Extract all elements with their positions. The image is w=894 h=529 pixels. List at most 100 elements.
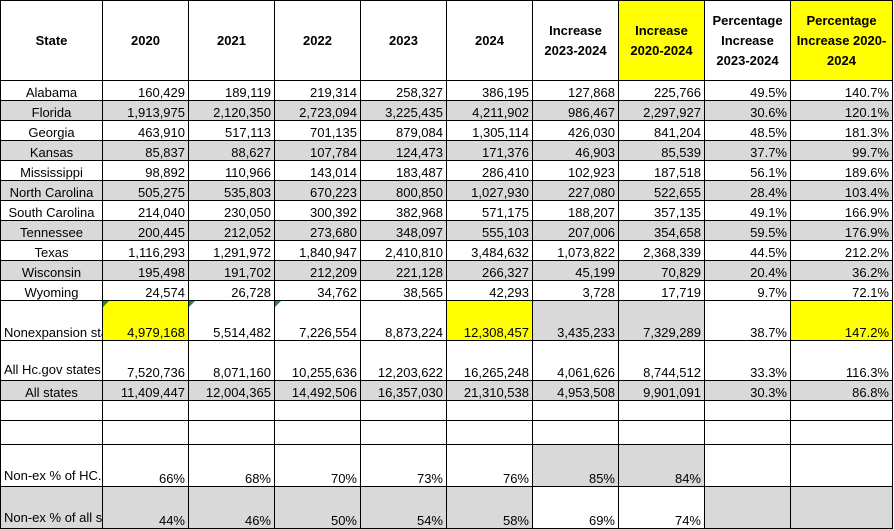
value-cell[interactable]: 188,207 <box>532 200 619 221</box>
state-name-cell[interactable]: Mississippi <box>0 160 103 181</box>
empty-cell[interactable] <box>360 400 447 421</box>
value-cell[interactable]: 98,892 <box>102 160 189 181</box>
value-cell[interactable]: 207,006 <box>532 220 619 241</box>
value-cell[interactable]: 49.1% <box>704 200 791 221</box>
empty-cell[interactable] <box>446 420 533 445</box>
value-cell[interactable]: 107,784 <box>274 140 361 161</box>
empty-cell[interactable] <box>704 400 791 421</box>
value-cell[interactable]: 38,565 <box>360 280 447 301</box>
value-cell[interactable]: 200,445 <box>102 220 189 241</box>
value-cell[interactable]: 103.4% <box>790 180 893 201</box>
value-cell[interactable]: 266,327 <box>446 260 533 281</box>
value-cell[interactable]: 426,030 <box>532 120 619 141</box>
value-cell[interactable]: 2,410,810 <box>360 240 447 261</box>
value-cell[interactable]: 85% <box>532 444 619 487</box>
value-cell[interactable]: 102,923 <box>532 160 619 181</box>
empty-cell[interactable] <box>532 420 619 445</box>
value-cell[interactable]: 1,291,972 <box>188 240 275 261</box>
value-cell[interactable]: 30.6% <box>704 100 791 121</box>
value-cell[interactable]: 21,310,538 <box>446 380 533 401</box>
value-cell[interactable]: 2,368,339 <box>618 240 705 261</box>
value-cell[interactable]: 11,409,447 <box>102 380 189 401</box>
value-cell[interactable]: 382,968 <box>360 200 447 221</box>
value-cell[interactable]: 166.9% <box>790 200 893 221</box>
value-cell[interactable]: 12,203,622 <box>360 340 447 381</box>
state-name-cell[interactable]: Alabama <box>0 80 103 101</box>
value-cell[interactable]: 286,410 <box>446 160 533 181</box>
value-cell[interactable]: 219,314 <box>274 80 361 101</box>
value-cell[interactable]: 120.1% <box>790 100 893 121</box>
value-cell[interactable]: 9.7% <box>704 280 791 301</box>
value-cell[interactable]: 85,539 <box>618 140 705 161</box>
value-cell[interactable]: 127,868 <box>532 80 619 101</box>
value-cell[interactable]: 28.4% <box>704 180 791 201</box>
value-cell[interactable]: 42,293 <box>446 280 533 301</box>
value-cell[interactable]: 16,265,248 <box>446 340 533 381</box>
value-cell[interactable]: 258,327 <box>360 80 447 101</box>
header-increase-2023-2024[interactable]: Increase 2023-2024 <box>532 0 619 81</box>
state-name-cell[interactable]: North Carolina <box>0 180 103 201</box>
state-name-cell[interactable]: Kansas <box>0 140 103 161</box>
value-cell[interactable]: 800,850 <box>360 180 447 201</box>
empty-cell[interactable] <box>618 400 705 421</box>
value-cell[interactable]: 183,487 <box>360 160 447 181</box>
value-cell[interactable]: 171,376 <box>446 140 533 161</box>
value-cell[interactable]: 1,116,293 <box>102 240 189 261</box>
value-cell[interactable]: 386,195 <box>446 80 533 101</box>
value-cell[interactable]: 4,211,902 <box>446 100 533 121</box>
nonexpansion-label[interactable]: Nonexpansion states <box>0 300 103 341</box>
value-cell[interactable]: 176.9% <box>790 220 893 241</box>
value-cell[interactable]: 84% <box>618 444 705 487</box>
value-cell[interactable]: 7,226,554 <box>274 300 361 341</box>
value-cell[interactable]: 221,128 <box>360 260 447 281</box>
empty-cell[interactable] <box>704 444 791 487</box>
value-cell[interactable]: 505,275 <box>102 180 189 201</box>
empty-cell[interactable] <box>704 486 791 529</box>
value-cell[interactable]: 37.7% <box>704 140 791 161</box>
value-cell[interactable]: 571,175 <box>446 200 533 221</box>
pct_hc-label[interactable]: Non-ex % of HC.gov <box>0 444 103 487</box>
value-cell[interactable]: 73% <box>360 444 447 487</box>
empty-cell[interactable] <box>188 400 275 421</box>
value-cell[interactable]: 1,305,114 <box>446 120 533 141</box>
empty-cell[interactable] <box>102 420 189 445</box>
header-2022[interactable]: 2022 <box>274 0 361 81</box>
value-cell[interactable]: 195,498 <box>102 260 189 281</box>
empty-cell[interactable] <box>274 420 361 445</box>
value-cell[interactable]: 841,204 <box>618 120 705 141</box>
empty-cell[interactable] <box>790 486 893 529</box>
value-cell[interactable]: 8,744,512 <box>618 340 705 381</box>
value-cell[interactable]: 5,514,482 <box>188 300 275 341</box>
header-2023[interactable]: 2023 <box>360 0 447 81</box>
value-cell[interactable]: 214,040 <box>102 200 189 221</box>
allstates-label[interactable]: All states <box>0 380 103 401</box>
value-cell[interactable]: 147.2% <box>790 300 893 341</box>
value-cell[interactable]: 46,903 <box>532 140 619 161</box>
value-cell[interactable]: 3,435,233 <box>532 300 619 341</box>
value-cell[interactable]: 212,209 <box>274 260 361 281</box>
empty-cell[interactable] <box>0 420 103 445</box>
value-cell[interactable]: 72.1% <box>790 280 893 301</box>
value-cell[interactable]: 20.4% <box>704 260 791 281</box>
empty-cell[interactable] <box>446 400 533 421</box>
value-cell[interactable]: 212.2% <box>790 240 893 261</box>
value-cell[interactable]: 2,120,350 <box>188 100 275 121</box>
hcgov-label[interactable]: All Hc.gov states (2022-23) <box>0 340 103 381</box>
value-cell[interactable]: 24,574 <box>102 280 189 301</box>
value-cell[interactable]: 44% <box>102 486 189 529</box>
value-cell[interactable]: 181.3% <box>790 120 893 141</box>
value-cell[interactable]: 38.7% <box>704 300 791 341</box>
state-name-cell[interactable]: Tennessee <box>0 220 103 241</box>
empty-cell[interactable] <box>102 400 189 421</box>
value-cell[interactable]: 2,297,927 <box>618 100 705 121</box>
header-state[interactable]: State <box>0 0 103 81</box>
empty-cell[interactable] <box>790 420 893 445</box>
value-cell[interactable]: 4,061,626 <box>532 340 619 381</box>
header-2021[interactable]: 2021 <box>188 0 275 81</box>
header-2024[interactable]: 2024 <box>446 0 533 81</box>
value-cell[interactable]: 212,052 <box>188 220 275 241</box>
value-cell[interactable]: 99.7% <box>790 140 893 161</box>
value-cell[interactable]: 4,953,508 <box>532 380 619 401</box>
empty-cell[interactable] <box>704 420 791 445</box>
value-cell[interactable]: 3,225,435 <box>360 100 447 121</box>
